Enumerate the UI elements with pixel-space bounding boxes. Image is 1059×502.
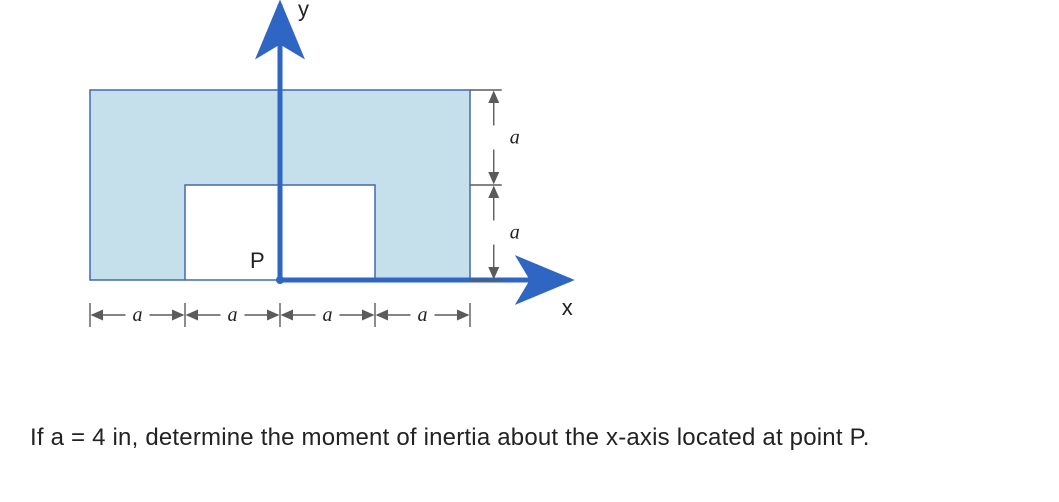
question-text: If a = 4 in, determine the moment of ine… [30, 424, 870, 452]
dim-label: a [510, 222, 520, 244]
y-axis-label: y [298, 0, 309, 22]
dim-label: a [510, 127, 520, 149]
dim-label: a [133, 304, 143, 326]
dim-label: a [323, 304, 333, 326]
x-axis-label: x [562, 295, 573, 320]
origin-label: P [250, 248, 265, 273]
dim-label: a [228, 304, 238, 326]
page: y x Pa a a a a a If a = 4 in, determine the mom… [0, 0, 1059, 502]
origin-dot [276, 276, 284, 284]
dim-label: a [418, 304, 428, 326]
figure-svg: y x Pa a a a a a [0, 0, 1059, 380]
